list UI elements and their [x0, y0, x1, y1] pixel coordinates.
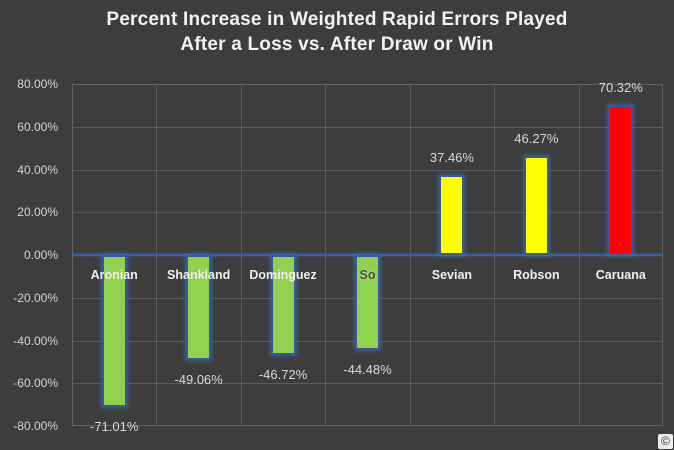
bar [101, 255, 127, 407]
y-tick-label: -40.00% [13, 333, 58, 348]
category-label: Shankland [167, 268, 231, 282]
bar [270, 255, 296, 355]
data-label: 46.27% [514, 131, 559, 147]
copyright-icon: © [658, 434, 673, 449]
data-label: -44.48% [343, 362, 392, 378]
category-label: Caruana [595, 268, 646, 282]
chart-title-line1: Percent Increase in Weighted Rapid Error… [106, 9, 568, 30]
bar [186, 255, 212, 360]
y-tick-label: 20.00% [17, 205, 58, 220]
data-label: -46.72% [258, 366, 308, 382]
chart-title-line2: After a Loss vs. After Draw or Win [180, 34, 494, 55]
category-label: Dominguez [249, 268, 317, 282]
chart-title: Percent Increase in Weighted Rapid Error… [0, 7, 674, 57]
data-label: 37.46% [429, 149, 474, 165]
y-tick-label: 80.00% [17, 77, 58, 91]
y-tick-label: 40.00% [17, 162, 58, 177]
category-label: Robson [513, 268, 560, 282]
y-tick-label: -80.00% [13, 419, 58, 433]
bar [608, 104, 634, 255]
category-label: Aronian [90, 268, 138, 282]
gridline-horizontal [72, 383, 663, 385]
bar [355, 255, 380, 351]
data-label: -49.06% [174, 371, 223, 387]
data-label: -71.01% [89, 418, 139, 434]
y-tick-label: 0.00% [23, 248, 58, 262]
y-tick-label: 60.00% [17, 119, 58, 134]
gridline-horizontal [72, 169, 663, 171]
bar [523, 156, 549, 255]
gridline-horizontal [72, 212, 663, 214]
y-tick-label: -20.00% [13, 290, 58, 305]
category-label: Sevian [431, 268, 473, 282]
category-label: So [359, 268, 376, 282]
y-tick-label: -60.00% [13, 376, 58, 391]
bar [439, 174, 465, 255]
data-label: 70.32% [598, 79, 643, 95]
gridline-horizontal [72, 126, 663, 128]
